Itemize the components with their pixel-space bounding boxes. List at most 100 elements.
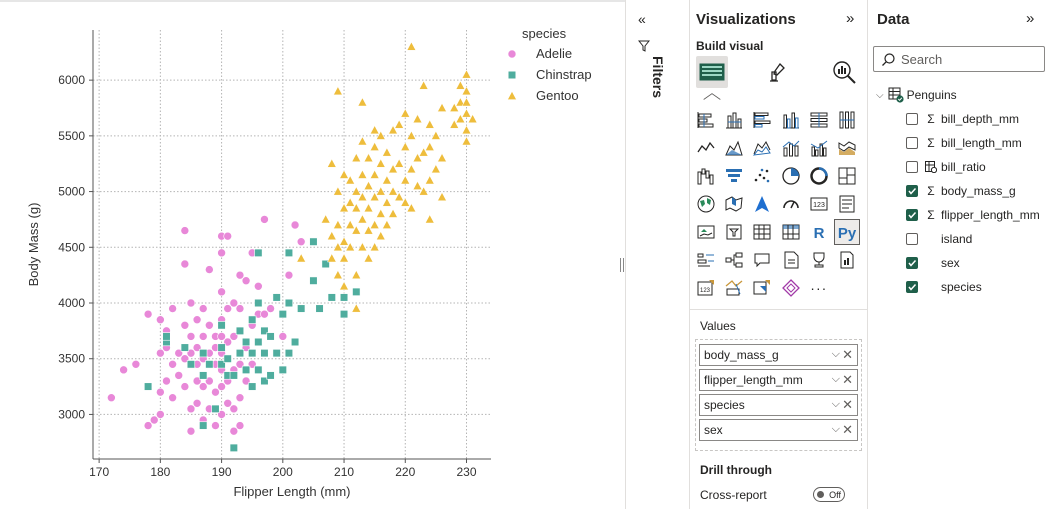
visual-type-card-icon[interactable]: 123 bbox=[807, 192, 831, 216]
field-checkbox[interactable] bbox=[906, 113, 918, 125]
collapse-chevrons-icon[interactable]: « bbox=[638, 11, 646, 27]
drill-through-label: Drill through bbox=[700, 463, 772, 477]
visual-type-pie-icon[interactable] bbox=[779, 164, 803, 188]
chevron-down-icon[interactable]: ⌵ bbox=[831, 348, 840, 360]
x-tick-label: 180 bbox=[150, 465, 170, 479]
field-name: flipper_length_mm bbox=[941, 208, 1040, 222]
field-name: bill_depth_mm bbox=[941, 112, 1020, 126]
pane-resize-handle[interactable] bbox=[620, 258, 624, 272]
visual-type-filled-map-icon[interactable] bbox=[722, 192, 746, 216]
visual-type-gauge-icon[interactable] bbox=[779, 192, 803, 216]
point-adelie bbox=[235, 393, 245, 403]
visual-type-map-icon[interactable] bbox=[694, 192, 718, 216]
visual-type-qa-icon[interactable] bbox=[750, 248, 774, 272]
y-axis-label: Body Mass (g) bbox=[26, 203, 41, 287]
field-checkbox[interactable] bbox=[906, 161, 918, 173]
visual-type-matrix-icon[interactable] bbox=[779, 220, 803, 244]
visual-type-decomposition-tree-icon[interactable] bbox=[722, 248, 746, 272]
build-visual-button[interactable] bbox=[696, 56, 728, 88]
visual-type-power-automate-icon[interactable] bbox=[722, 276, 746, 300]
field-name: body_mass_g bbox=[941, 184, 1016, 198]
visual-type-kpi-icon[interactable] bbox=[694, 220, 718, 244]
field-checkbox[interactable] bbox=[906, 257, 918, 269]
remove-field-icon[interactable]: ✕ bbox=[842, 422, 853, 437]
visual-type-donut-icon[interactable] bbox=[807, 164, 831, 188]
point-gentoo bbox=[345, 197, 355, 207]
visual-type-line-clustered-column-icon[interactable] bbox=[807, 136, 831, 160]
field-checkbox[interactable] bbox=[906, 209, 918, 221]
expand-chevrons-icon[interactable]: » bbox=[846, 10, 855, 27]
point-adelie bbox=[198, 382, 208, 391]
visual-type-stacked-bar-icon[interactable] bbox=[694, 108, 718, 132]
search-box[interactable] bbox=[873, 46, 1045, 72]
scatter-chart[interactable]: 170 180 190 200 210 220 230 3000 3500 4000 4500 500… bbox=[0, 0, 625, 509]
visual-type-clustered-bar-icon[interactable] bbox=[750, 108, 774, 132]
visual-type-slicer-icon[interactable] bbox=[722, 220, 746, 244]
point-adelie bbox=[107, 393, 116, 403]
table-node-penguins[interactable]: ⌵ Penguins bbox=[876, 86, 957, 104]
visual-type-scatter-icon[interactable] bbox=[750, 164, 774, 188]
filters-label[interactable]: Filters bbox=[650, 56, 666, 99]
field-checkbox[interactable] bbox=[906, 281, 918, 293]
visual-type-metrics-icon[interactable] bbox=[807, 248, 831, 272]
value-field-pill[interactable]: species ⌵ ✕ bbox=[699, 394, 858, 416]
analytics-button[interactable] bbox=[828, 56, 860, 88]
visual-type-stacked-column-icon[interactable] bbox=[722, 108, 746, 132]
value-field-pill[interactable]: body_mass_g ⌵ ✕ bbox=[699, 344, 858, 366]
value-field-pill[interactable]: sex ⌵ ✕ bbox=[699, 419, 858, 441]
visual-type-custom-visual-2-icon[interactable] bbox=[779, 276, 803, 300]
chevron-down-icon[interactable]: ⌵ bbox=[831, 373, 840, 385]
visual-type-100pct-bar-icon[interactable] bbox=[807, 108, 831, 132]
visual-type-multi-row-card-icon[interactable] bbox=[835, 192, 859, 216]
field-sex[interactable]: sex bbox=[906, 254, 960, 272]
visual-type-stacked-area-icon[interactable] bbox=[750, 136, 774, 160]
point-gentoo bbox=[333, 186, 343, 196]
point-chinstrap bbox=[266, 371, 275, 380]
field-checkbox[interactable] bbox=[906, 233, 918, 245]
expand-chevrons-icon[interactable]: » bbox=[1026, 10, 1035, 27]
visual-type-funnel-icon[interactable] bbox=[722, 164, 746, 188]
visual-type-more-icon[interactable]: ··· bbox=[810, 280, 828, 296]
visual-type-azure-map-icon[interactable] bbox=[750, 192, 774, 216]
cross-report-toggle[interactable]: Off bbox=[813, 487, 845, 502]
visual-type-power-apps-icon[interactable]: 123 bbox=[694, 276, 718, 300]
visual-type-treemap-icon[interactable] bbox=[835, 164, 859, 188]
visual-type-ribbon-icon[interactable] bbox=[835, 136, 859, 160]
visual-type-r-visual-icon[interactable]: R bbox=[807, 220, 831, 244]
visual-type-python-visual-icon[interactable]: Py bbox=[834, 219, 860, 245]
visual-type-line-column-icon[interactable] bbox=[779, 136, 803, 160]
visual-type-line-icon[interactable] bbox=[694, 136, 718, 160]
search-input[interactable] bbox=[901, 51, 1031, 67]
visual-type-area-icon[interactable] bbox=[722, 136, 746, 160]
chevron-down-icon[interactable]: ⌵ bbox=[831, 398, 840, 410]
visual-type-100pct-column-icon[interactable] bbox=[835, 108, 859, 132]
visual-type-key-influencers-icon[interactable] bbox=[694, 248, 718, 272]
visual-type-paginated-report-icon[interactable] bbox=[835, 248, 859, 272]
report-canvas[interactable]: 170 180 190 200 210 220 230 3000 3500 4000 4500 500… bbox=[0, 0, 625, 509]
values-well[interactable]: body_mass_g ⌵ ✕ flipper_length_mm ⌵ ✕ species ⌵… bbox=[695, 339, 862, 451]
visual-type-custom-visual-1-icon[interactable] bbox=[750, 276, 774, 300]
field-checkbox[interactable] bbox=[906, 137, 918, 149]
chevron-down-icon[interactable]: ⌵ bbox=[831, 423, 840, 435]
field-bill_ratio[interactable]: bill_ratio bbox=[906, 158, 986, 176]
visual-type-smart-narrative-icon[interactable] bbox=[779, 248, 803, 272]
format-visual-button[interactable] bbox=[762, 56, 794, 88]
field-species[interactable]: species bbox=[906, 278, 982, 296]
remove-field-icon[interactable]: ✕ bbox=[842, 347, 853, 362]
value-field-pill[interactable]: flipper_length_mm ⌵ ✕ bbox=[699, 369, 858, 391]
remove-field-icon[interactable]: ✕ bbox=[842, 397, 853, 412]
chevron-down-icon[interactable]: ⌵ bbox=[876, 89, 884, 101]
field-island[interactable]: island bbox=[906, 230, 972, 248]
point-chinstrap bbox=[205, 360, 214, 369]
remove-field-icon[interactable]: ✕ bbox=[842, 372, 853, 387]
field-checkbox[interactable] bbox=[906, 185, 918, 197]
visual-type-waterfall-icon[interactable] bbox=[694, 164, 718, 188]
x-tick-label: 190 bbox=[212, 465, 232, 479]
filters-pane-collapsed[interactable]: « Filters bbox=[625, 0, 666, 509]
visual-type-table-icon[interactable] bbox=[750, 220, 774, 244]
visual-type-clustered-column-icon[interactable] bbox=[779, 108, 803, 132]
